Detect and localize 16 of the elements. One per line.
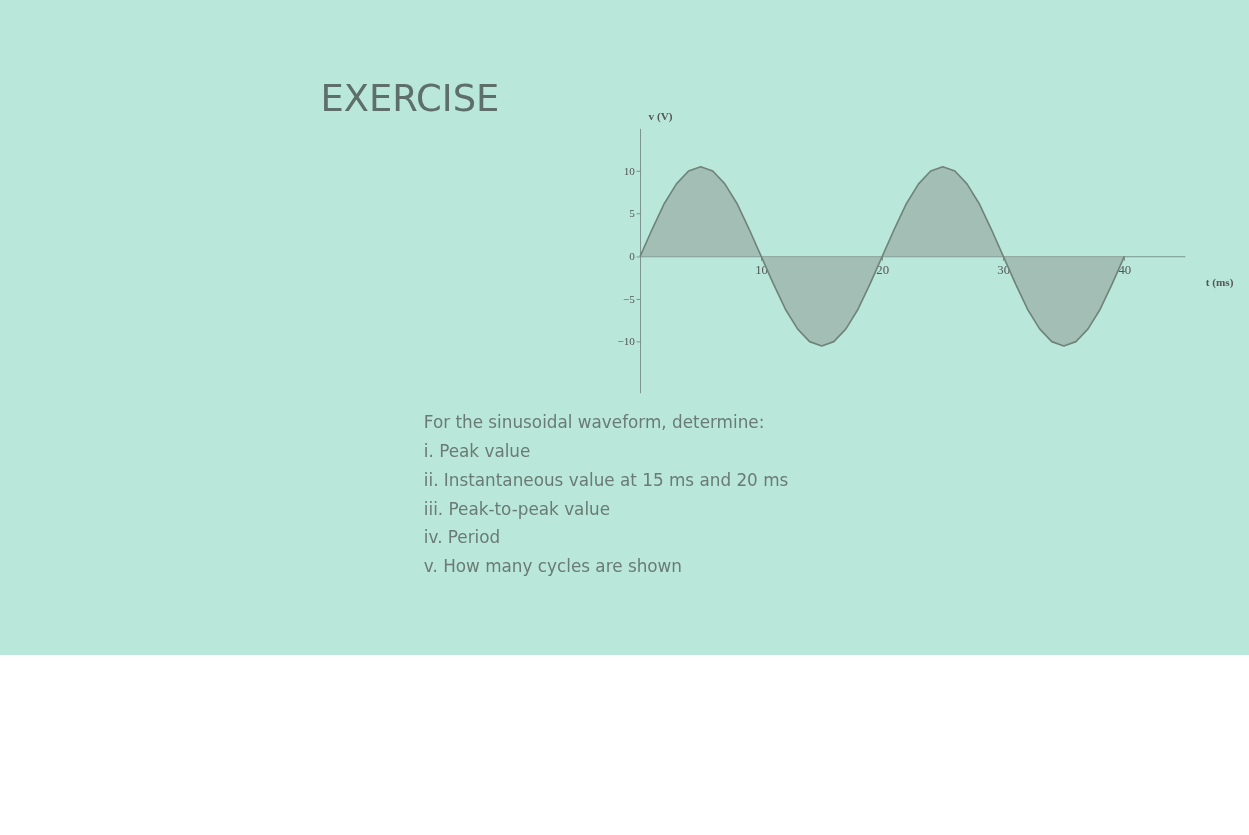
y-tick-label: −5 [622, 292, 636, 305]
y-tick-label: 0 [629, 249, 636, 262]
y-tick-label: 10 [623, 164, 636, 177]
text: i. Peak value [423, 440, 531, 461]
x-tick-label: 40 [1118, 263, 1132, 278]
text: For the sinusoidal waveform, determine: [423, 412, 765, 433]
y-axis-title: v (V) [648, 110, 673, 123]
x-axis-title: t (ms) [1205, 275, 1234, 289]
text: iii. Peak-to-peak value [423, 498, 611, 519]
y-tick-label: 5 [629, 207, 636, 220]
y-tick-label: −10 [617, 335, 636, 348]
text: ii. Instantaneous value at 15 ms and 20 ms [423, 469, 789, 490]
text: iv. Period [423, 527, 501, 548]
chart-title: EXERCISE [320, 76, 500, 120]
text: v. How many cycles are shown [423, 556, 682, 577]
x-tick-label: 20 [876, 263, 890, 278]
